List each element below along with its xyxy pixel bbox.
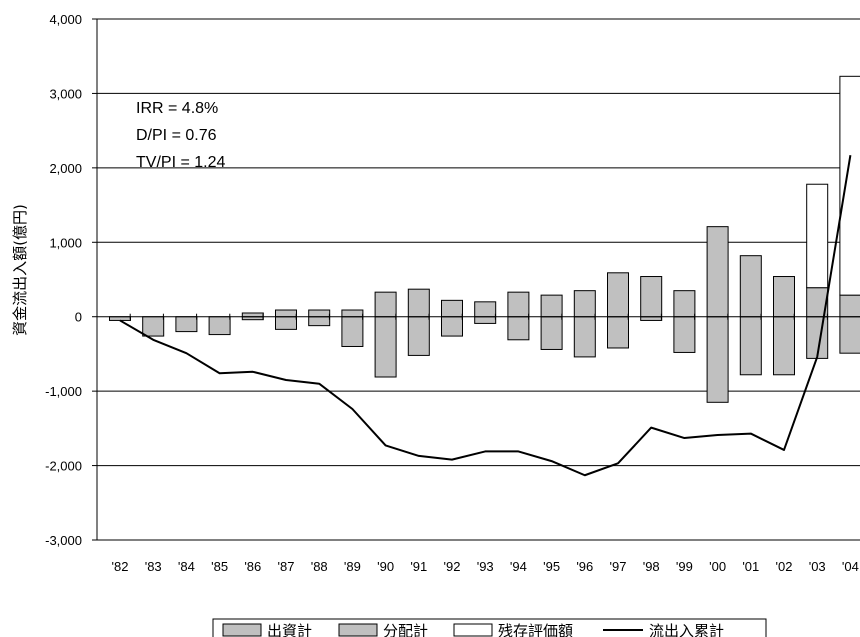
bar-contribution — [275, 316, 297, 330]
bar-contribution — [142, 316, 165, 337]
legend-swatch-contribution — [222, 623, 262, 637]
bar-contribution — [573, 316, 596, 358]
bar-contribution — [773, 316, 795, 376]
x-tick-label: '87 — [278, 559, 295, 574]
cumulative-line — [119, 155, 852, 477]
gridlines — [97, 18, 860, 541]
x-tick-label: '03 — [809, 559, 826, 574]
legend-label-contribution: 出資計 — [267, 622, 312, 637]
bar-residual-value — [839, 75, 860, 296]
y-tick-label: 1,000 — [49, 235, 82, 250]
x-tick-label: '89 — [344, 559, 361, 574]
bar-contribution — [607, 316, 629, 349]
legend-swatch-residual — [453, 623, 493, 637]
y-tick-label: -3,000 — [45, 533, 82, 548]
bar-distribution — [640, 276, 663, 318]
bar-distribution — [773, 276, 795, 318]
bar-contribution — [839, 316, 860, 354]
bar-contribution — [374, 316, 397, 378]
x-tick-label: '82 — [112, 559, 129, 574]
bar-distribution — [275, 309, 297, 318]
bar-distribution — [706, 226, 729, 318]
bar-distribution — [507, 291, 530, 318]
bar-contribution — [109, 316, 131, 321]
annotation-dpi: D/PI = 0.76 — [136, 127, 217, 144]
bar-contribution — [175, 316, 198, 333]
x-tick-label: '98 — [643, 559, 660, 574]
bar-distribution — [374, 291, 397, 318]
cumulative-line-path — [119, 155, 852, 477]
legend-label-cumulative: 流出入累計 — [649, 622, 724, 637]
y-tick-label: 4,000 — [49, 12, 82, 27]
bar-contribution — [507, 316, 530, 341]
x-tick-label: '93 — [477, 559, 494, 574]
bar-distribution — [607, 272, 629, 318]
x-tick-label: '84 — [178, 559, 195, 574]
bar-distribution — [441, 299, 463, 318]
bar-distribution — [540, 294, 563, 318]
bar-distribution — [407, 288, 430, 318]
axes — [92, 18, 860, 541]
x-tick-labels: '82 '83 '84 '85 '86 '87 '88 '89 '90 '91 '92 '93 '94 '… — [112, 559, 859, 574]
bars — [109, 75, 860, 403]
bar-residual-value — [806, 183, 829, 289]
x-tick-label: '99 — [676, 559, 693, 574]
x-tick-label: '86 — [244, 559, 261, 574]
bar-contribution — [540, 316, 563, 350]
bar-contribution — [441, 316, 463, 337]
x-tick-label: '00 — [709, 559, 726, 574]
x-tick-label: '92 — [444, 559, 461, 574]
legend: 出資計 分配計 残存評価額 流出入累計 — [212, 618, 767, 637]
annotation-irr: IRR = 4.8% — [136, 100, 218, 117]
bar-contribution — [706, 316, 729, 403]
bar-distribution — [474, 301, 497, 318]
bar-contribution — [673, 316, 696, 353]
bar-contribution — [341, 316, 364, 347]
x-tick-label: '88 — [311, 559, 328, 574]
x-tick-label: '02 — [776, 559, 793, 574]
bar-distribution — [308, 309, 331, 318]
y-axis-label: 資金流出入額(億円) — [11, 204, 29, 336]
annotation-tvpi: TV/PI = 1.24 — [136, 154, 225, 171]
x-tick-label: '04 — [842, 559, 859, 574]
y-tick-label: -1,000 — [45, 384, 82, 399]
bar-distribution — [739, 255, 762, 318]
x-tick-label: '85 — [211, 559, 228, 574]
y-tick-label: -2,000 — [45, 459, 82, 474]
y-tick-label: 2,000 — [49, 161, 82, 176]
bar-distribution — [241, 312, 264, 318]
x-tick-label: '91 — [410, 559, 427, 574]
legend-swatch-distribution — [338, 623, 378, 637]
x-tick-label: '95 — [543, 559, 560, 574]
bar-distribution — [839, 294, 860, 318]
y-tick-label: 0 — [75, 310, 82, 325]
annotation-box: IRR = 4.8% D/PI = 0.76 TV/PI = 1.24 — [136, 100, 225, 171]
x-tick-label: '90 — [377, 559, 394, 574]
x-tick-label: '97 — [610, 559, 627, 574]
bar-contribution — [474, 316, 497, 324]
bar-contribution — [208, 316, 231, 336]
x-tick-label: '83 — [145, 559, 162, 574]
legend-label-distribution: 分配計 — [383, 622, 428, 637]
y-tick-labels: 4,000 3,000 2,000 1,000 0 -1,000 -2,000 -3,000 — [45, 12, 82, 548]
x-tick-label: '01 — [742, 559, 759, 574]
bar-contribution — [407, 316, 430, 356]
bar-contribution — [739, 316, 762, 376]
y-tick-label: 3,000 — [49, 86, 82, 101]
bar-distribution — [573, 290, 596, 318]
bar-contribution — [640, 316, 663, 321]
x-tick-label: '94 — [510, 559, 527, 574]
bar-contribution — [308, 316, 331, 327]
bar-distribution — [341, 309, 364, 318]
bar-distribution — [673, 290, 696, 318]
legend-label-residual: 残存評価額 — [498, 622, 573, 637]
x-tick-label: '96 — [576, 559, 593, 574]
